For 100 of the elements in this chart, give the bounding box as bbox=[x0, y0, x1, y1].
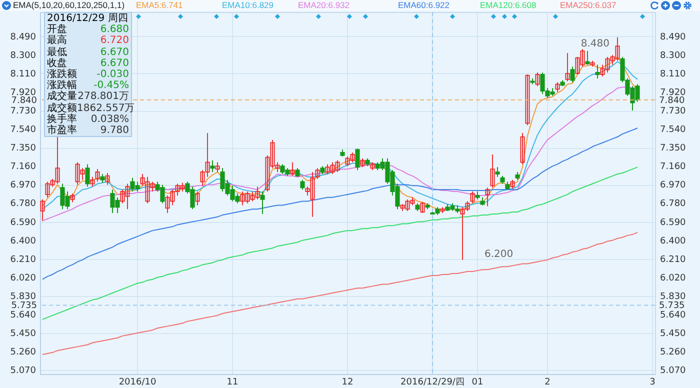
annotation: -0.45% bbox=[94, 80, 129, 92]
y2-tick-label: 7.350 bbox=[660, 144, 686, 154]
x-tick-label: 2016/10 bbox=[118, 378, 156, 388]
text: EMA10:6.829 bbox=[222, 0, 274, 11]
annotation: 6.670 bbox=[100, 46, 129, 58]
annotation: 成交额 bbox=[47, 102, 77, 114]
y2-tick-label: 7.730 bbox=[660, 106, 686, 117]
y2-tick-label: 5.450 bbox=[660, 329, 686, 340]
candlestick bbox=[210, 160, 215, 173]
y-tick-label: 7.350 bbox=[10, 144, 36, 154]
candlestick bbox=[315, 168, 320, 180]
annotation: -0.030 bbox=[96, 69, 129, 80]
candlestick bbox=[420, 202, 425, 214]
y-tick-label: 6.210 bbox=[10, 254, 36, 265]
annotation: 6.670 bbox=[100, 58, 129, 70]
text: EMA250:6.037 bbox=[560, 0, 616, 11]
x-tick-label: 12 bbox=[342, 378, 354, 388]
y-tick-label: 6.590 bbox=[10, 218, 36, 228]
y2-tick-label: 5.640 bbox=[660, 310, 686, 320]
y-tick-label: 5.070 bbox=[10, 366, 36, 376]
annotation: 278.801万 bbox=[78, 91, 129, 103]
annotation: 6.680 bbox=[100, 24, 129, 36]
y-tick-label: 8.300 bbox=[10, 50, 36, 61]
candlestick bbox=[570, 66, 575, 83]
annotation: 最高 bbox=[47, 35, 67, 47]
annotation: 最低 bbox=[47, 46, 67, 58]
candlestick bbox=[105, 172, 110, 186]
ref-line-label: 7.840 bbox=[11, 96, 38, 106]
y-tick-label: 8.490 bbox=[10, 32, 36, 42]
annotation: 换手率 bbox=[47, 114, 77, 125]
annotation: 1862.557万 bbox=[77, 102, 135, 114]
candlestick bbox=[470, 191, 475, 204]
text: EMA120:6.608 bbox=[480, 0, 536, 11]
annotation: 8.480 bbox=[580, 38, 610, 50]
annotation: 6.720 bbox=[100, 35, 129, 47]
candlestick bbox=[555, 82, 560, 93]
candlestick bbox=[40, 198, 45, 222]
candlestick bbox=[300, 179, 305, 190]
y2-tick-label: 6.590 bbox=[660, 218, 686, 228]
line-series bbox=[42, 232, 638, 355]
annotation: 收盘 bbox=[47, 58, 67, 69]
ref-line-label: 5.735 bbox=[11, 301, 37, 312]
annotation: 市盈率 bbox=[47, 125, 77, 136]
candlestick bbox=[490, 154, 495, 188]
annotation: 成交量 bbox=[47, 91, 77, 102]
y2-tick-label: 6.400 bbox=[660, 236, 686, 246]
candlestick bbox=[260, 191, 265, 214]
text: EMA5:6.741 bbox=[136, 0, 183, 11]
candlestick bbox=[520, 132, 525, 165]
y2-tick-label: 6.970 bbox=[660, 180, 686, 191]
y2-tick-label: 8.490 bbox=[660, 32, 686, 42]
y2-tick-label: 5.830 bbox=[660, 292, 686, 302]
x-tick-label: 01 bbox=[472, 378, 484, 388]
text: 5.735 bbox=[659, 301, 685, 312]
candlestick bbox=[495, 166, 500, 178]
y2-tick-label: 5.260 bbox=[660, 348, 686, 358]
y-tick-label: 5.640 bbox=[10, 310, 36, 320]
annotation: 9.780 bbox=[100, 125, 129, 136]
y2-tick-label: 6.780 bbox=[660, 199, 686, 210]
text: EMA60:6.922 bbox=[398, 0, 450, 11]
x-tick-label: 2016/12/29/四 bbox=[400, 378, 464, 388]
y-tick-label: 5.450 bbox=[10, 329, 36, 340]
y2-tick-label: 7.160 bbox=[660, 162, 686, 172]
candlestick bbox=[215, 162, 220, 173]
y-tick-label: 8.110 bbox=[10, 69, 36, 80]
y-tick-label: 6.020 bbox=[10, 273, 36, 284]
candlestick bbox=[90, 176, 95, 188]
y2-tick-label: 8.110 bbox=[660, 69, 686, 80]
x-tick-label: 11 bbox=[226, 378, 238, 388]
x-tick-label: 2 bbox=[544, 378, 550, 388]
y-tick-label: 6.400 bbox=[10, 236, 36, 246]
y2-tick-label: 7.540 bbox=[660, 125, 686, 136]
candlestick bbox=[595, 64, 600, 79]
y-tick-label: 7.730 bbox=[10, 106, 36, 117]
annotation: 0.038% bbox=[90, 114, 129, 126]
candlestick bbox=[535, 72, 540, 87]
y2-tick-label: 6.210 bbox=[660, 254, 686, 265]
candlestick bbox=[195, 191, 200, 206]
line-series bbox=[42, 166, 638, 320]
candlestick bbox=[95, 168, 100, 182]
y-tick-label: 7.540 bbox=[10, 125, 36, 136]
y2-tick-label: 6.020 bbox=[660, 273, 686, 284]
text: EMA20:6.932 bbox=[298, 0, 350, 11]
text: 7.840 bbox=[659, 96, 685, 106]
y-tick-label: 6.970 bbox=[10, 180, 36, 191]
annotation: 开盘 bbox=[47, 24, 67, 36]
candlestick bbox=[355, 148, 360, 171]
candlestick bbox=[85, 164, 90, 188]
annotation: 涨跌额 bbox=[47, 69, 77, 80]
y-tick-label: 7.160 bbox=[10, 162, 36, 172]
candlestick bbox=[525, 74, 530, 126]
annotation: 涨跌幅 bbox=[47, 80, 77, 92]
y-tick-label: 5.830 bbox=[10, 292, 36, 302]
y-tick-label: 6.780 bbox=[10, 199, 36, 210]
y2-tick-label: 8.300 bbox=[660, 50, 686, 61]
annotation: 6.200 bbox=[484, 248, 514, 260]
y-tick-label: 5.260 bbox=[10, 348, 36, 358]
candlestick bbox=[290, 162, 295, 176]
x-tick-label: 3 bbox=[650, 378, 656, 388]
candlestick bbox=[565, 52, 570, 82]
